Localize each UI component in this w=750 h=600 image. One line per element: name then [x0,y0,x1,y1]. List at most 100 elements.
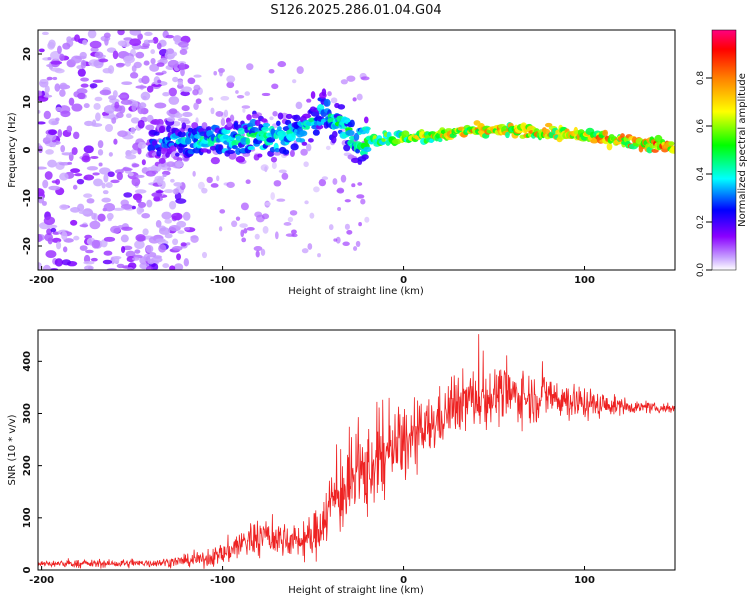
noise-blob [46,76,53,81]
noise-blob [90,47,99,53]
noise-blob [152,36,159,44]
noise-blob [114,169,124,174]
noise-blob [245,179,251,185]
noise-blob [131,163,140,168]
noise-blob [176,220,187,228]
noise-blob [171,212,183,221]
noise-blob [167,167,172,171]
ridge-blob [293,114,301,122]
ridge-blob [209,145,217,151]
noise-blob [41,31,49,36]
ridge-blob [401,130,410,138]
noise-blob [180,242,187,247]
noise-blob [321,176,329,181]
noise-blob [277,61,287,68]
noise-blob [76,178,85,185]
noise-blob [271,161,277,170]
noise-blob [145,245,154,253]
ridge-blob [226,121,233,128]
noise-blob [145,170,157,177]
noise-blob [97,213,106,222]
noise-blob [116,263,125,269]
noise-blob [131,103,137,112]
noise-blob [179,48,188,56]
noise-blob [149,63,160,72]
noise-blob [120,234,129,243]
noise-blob [83,265,94,270]
ridge-blob [671,145,675,152]
noise-blob [140,91,151,101]
noise-blob [130,117,140,124]
ridge-blob [323,98,331,107]
noise-blob [168,87,177,97]
noise-blob [150,58,156,65]
noise-blob [80,83,89,88]
noise-blob [93,103,101,110]
noise-blob [180,91,190,97]
noise-blob [59,82,68,90]
noise-blob [112,207,125,211]
noise-blob [340,174,347,183]
noise-blob [120,203,133,210]
noise-blob [43,94,53,98]
ridge-blob [206,149,212,154]
noise-blob [166,48,175,55]
noise-blob [174,112,183,119]
ridge-blob [261,118,268,123]
ridge-blob [302,113,312,119]
noise-blob [79,224,89,228]
noise-blob [102,190,109,195]
noise-blob [168,200,177,210]
noise-blob [134,249,141,254]
noise-blob [154,102,167,109]
noise-blob [102,68,112,74]
noise-blob [83,103,90,109]
noise-blob [48,185,61,191]
ridge-blob [299,130,308,137]
noise-blob [143,253,151,262]
noise-blob [173,182,183,187]
noise-blob [187,77,196,85]
noise-blob [164,233,173,239]
noise-blob [101,182,106,189]
noise-blob [133,61,142,69]
ridge-blob [191,122,199,129]
noise-blob [163,189,174,194]
noise-blob [260,164,269,172]
y-tick-label: 100 [22,507,33,528]
ridge-blob [312,129,320,136]
noise-blob [86,166,99,171]
noise-blob [68,97,75,106]
noise-blob [38,262,42,270]
noise-blob [142,228,149,236]
noise-blob [235,90,239,94]
colorbar-label: Normalized spectral amplitude [737,73,748,227]
noise-blob [325,145,331,151]
noise-blob [352,246,358,251]
noise-blob [197,181,205,190]
noise-blob [82,39,88,46]
noise-blob [74,173,83,177]
noise-blob [48,39,56,49]
noise-blob [103,105,115,114]
noise-blob [80,59,87,69]
ridge-blob [301,141,308,146]
noise-blob [129,71,139,79]
noise-blob [156,176,164,186]
ridge-blob [355,148,361,154]
noise-blob [193,102,199,111]
ridge-blob [668,141,675,146]
noise-blob [177,230,185,234]
noise-blob [135,234,146,242]
noise-blob [151,192,163,198]
noise-blob [313,186,320,193]
noise-blob [173,263,184,270]
noise-blob [81,155,91,163]
noise-blob [243,228,248,234]
y-tick-label: -20 [22,237,33,255]
noise-blob [300,148,308,156]
noise-blob [38,166,47,170]
noise-blob [357,182,363,186]
noise-blob [42,179,49,189]
noise-blob [265,201,272,206]
